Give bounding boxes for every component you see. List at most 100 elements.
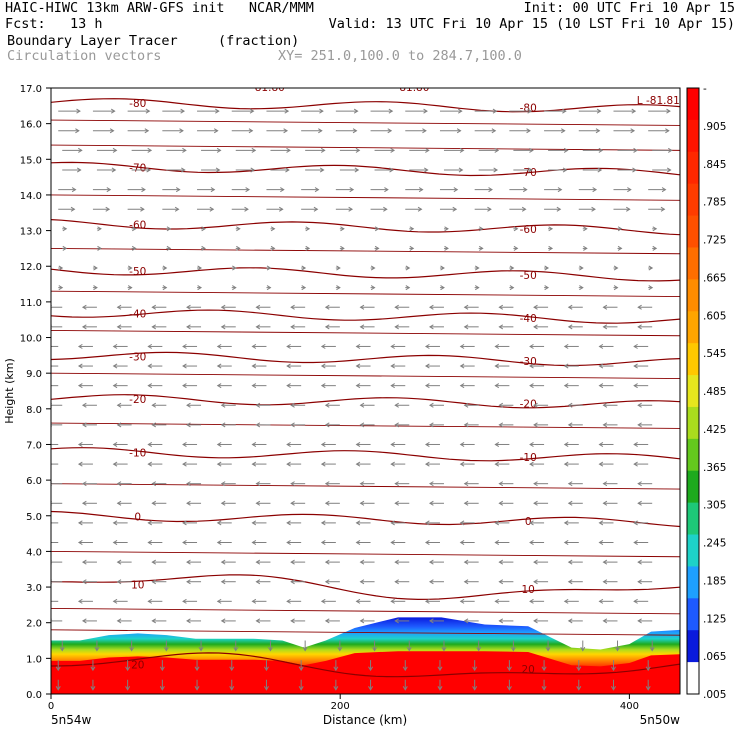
vector-arrowhead (348, 206, 354, 212)
vector-arrowhead (109, 128, 115, 134)
vector-arrowhead (186, 402, 191, 408)
vector-arrowhead (567, 422, 573, 428)
colorbar-label: .125 (703, 613, 726, 625)
vector-arrowhead (617, 226, 623, 232)
vector-arrowhead (248, 128, 254, 134)
vector-arrowhead (320, 441, 326, 447)
vector-arrowhead (220, 618, 226, 624)
vector-arrowhead (127, 265, 133, 271)
vector-arrowhead (602, 422, 608, 428)
vector-arrowhead (251, 343, 257, 349)
vector-arrowhead (229, 686, 235, 691)
vector-arrowhead (62, 226, 68, 232)
vector-arrowhead (163, 646, 169, 652)
colorbar-swatch (687, 534, 699, 567)
vector-arrowhead (286, 383, 291, 389)
vector-arrowhead (648, 285, 654, 291)
vector-arrowhead (182, 383, 187, 389)
vector-arrowhead (286, 147, 291, 153)
vector-arrowhead (406, 646, 412, 652)
vector-arrowhead (617, 245, 623, 251)
vector-arrowhead (424, 343, 430, 349)
vector-arrowhead (81, 500, 87, 506)
vector-arrowhead (422, 128, 427, 134)
vector-arrowhead (359, 559, 365, 565)
vector-arrowhead (270, 226, 276, 232)
top-contour-label: -81.80 (251, 82, 285, 94)
vector-arrowhead (285, 167, 290, 173)
vector-arrowhead (402, 666, 408, 672)
y-tick-label: 11.0 (20, 298, 42, 309)
vector-arrowhead (567, 579, 573, 585)
vector-arrowhead (267, 646, 273, 652)
vector-arrowhead (424, 383, 430, 389)
vector-arrowhead (324, 304, 330, 310)
vector-arrowhead (596, 108, 602, 114)
vector-arrowhead (355, 598, 361, 604)
vector-arrowhead (186, 304, 191, 310)
vector-arrowhead (162, 265, 168, 271)
vector-arrowhead (580, 646, 586, 652)
vector-arrowhead (131, 245, 137, 251)
vector-arrowhead (81, 402, 87, 408)
vector-arrowhead (610, 666, 616, 672)
vector-arrowhead (319, 167, 325, 173)
vector-arrowhead (533, 500, 538, 506)
vector-arrowhead (251, 363, 257, 369)
vector-arrowhead (463, 402, 469, 408)
contour-label: -50 (520, 270, 537, 282)
vector-arrowhead (390, 441, 395, 447)
colorbar-label: .305 (703, 500, 726, 512)
vector-arrowhead (359, 402, 365, 408)
vector-arrowhead (498, 304, 504, 310)
vector-arrowhead (494, 441, 500, 447)
vector-arrowhead (529, 540, 534, 545)
x-axis-label: Distance (km) (323, 713, 407, 727)
colorbar-label: .665 (703, 272, 726, 284)
colorbar-swatch (687, 311, 699, 344)
vector-arrowhead (355, 461, 361, 467)
vector-arrowhead (263, 686, 269, 691)
vector-arrowhead (125, 686, 131, 691)
vector-arrowhead (563, 147, 569, 153)
vector-arrowhead (151, 500, 157, 506)
vector-arrowhead (633, 363, 638, 369)
vector-arrowhead (301, 285, 307, 291)
vector-arrowhead (283, 128, 289, 134)
vector-arrowhead (141, 187, 146, 193)
vector-arrowhead (147, 520, 153, 526)
y-tick-label: 0.0 (26, 690, 42, 701)
vector-arrowhead (560, 128, 566, 134)
vector-arrowhead (440, 265, 445, 271)
vector-arrowhead (336, 285, 341, 291)
vector-arrowhead (324, 324, 330, 330)
vector-arrowhead (151, 402, 157, 408)
vector-arrowhead (355, 540, 361, 545)
vector-arrowhead (444, 226, 449, 232)
vector-arrowhead (665, 128, 670, 134)
vector-arrowhead (417, 206, 423, 212)
vector-arrowhead (77, 383, 83, 389)
vector-arrowhead (216, 540, 222, 545)
vector-arrowhead (182, 520, 187, 526)
vector-arrowhead (541, 666, 547, 672)
vector-arrowhead (602, 579, 608, 585)
vector-arrowhead (209, 206, 215, 212)
vector-arrowhead (44, 384, 47, 388)
vector-arrowhead (290, 422, 295, 428)
contour-label: -80 (129, 98, 146, 110)
vector-arrowhead (472, 686, 478, 691)
vector-arrowhead (290, 481, 295, 487)
vector-arrowhead (472, 666, 478, 672)
vector-arrowhead (93, 285, 98, 291)
y-tick-label: 10.0 (20, 334, 42, 345)
y-tick-label: 16.0 (20, 120, 42, 131)
vector-arrowhead (491, 128, 497, 134)
vector-arrowhead (459, 441, 465, 447)
vector-arrowhead (251, 540, 257, 545)
vector-arrowhead (151, 481, 157, 487)
vector-arrowhead (220, 481, 226, 487)
vector-arrowhead (255, 402, 261, 408)
y-tick-label: 1.0 (26, 654, 42, 665)
vector-arrowhead (633, 520, 638, 526)
